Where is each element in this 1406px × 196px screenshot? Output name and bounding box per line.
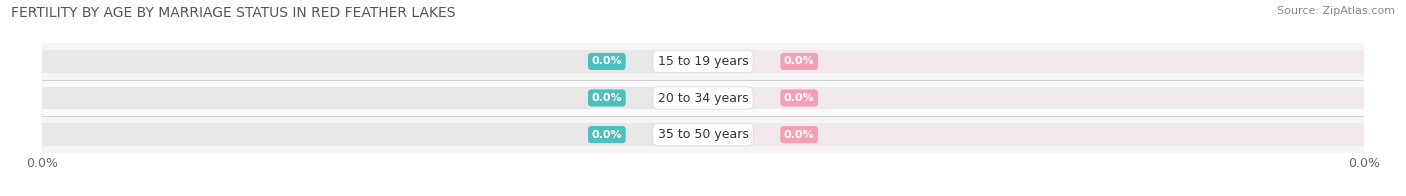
Bar [703,50,1364,73]
Bar [42,116,1364,153]
Text: Source: ZipAtlas.com: Source: ZipAtlas.com [1277,6,1395,16]
Text: 20 to 34 years: 20 to 34 years [658,92,748,104]
Text: 0.0%: 0.0% [592,93,623,103]
Bar [703,87,1364,109]
Bar [703,123,1364,146]
Text: 0.0%: 0.0% [783,130,814,140]
Bar [42,123,703,146]
Bar [42,43,1364,80]
Text: 0.0%: 0.0% [592,130,623,140]
Bar [42,80,1364,116]
Text: 0.0%: 0.0% [592,56,623,66]
Bar [42,87,703,109]
Text: 15 to 19 years: 15 to 19 years [658,55,748,68]
Bar [42,50,703,73]
Text: 0.0%: 0.0% [783,56,814,66]
Text: 35 to 50 years: 35 to 50 years [658,128,748,141]
Text: FERTILITY BY AGE BY MARRIAGE STATUS IN RED FEATHER LAKES: FERTILITY BY AGE BY MARRIAGE STATUS IN R… [11,6,456,20]
Text: 0.0%: 0.0% [783,93,814,103]
